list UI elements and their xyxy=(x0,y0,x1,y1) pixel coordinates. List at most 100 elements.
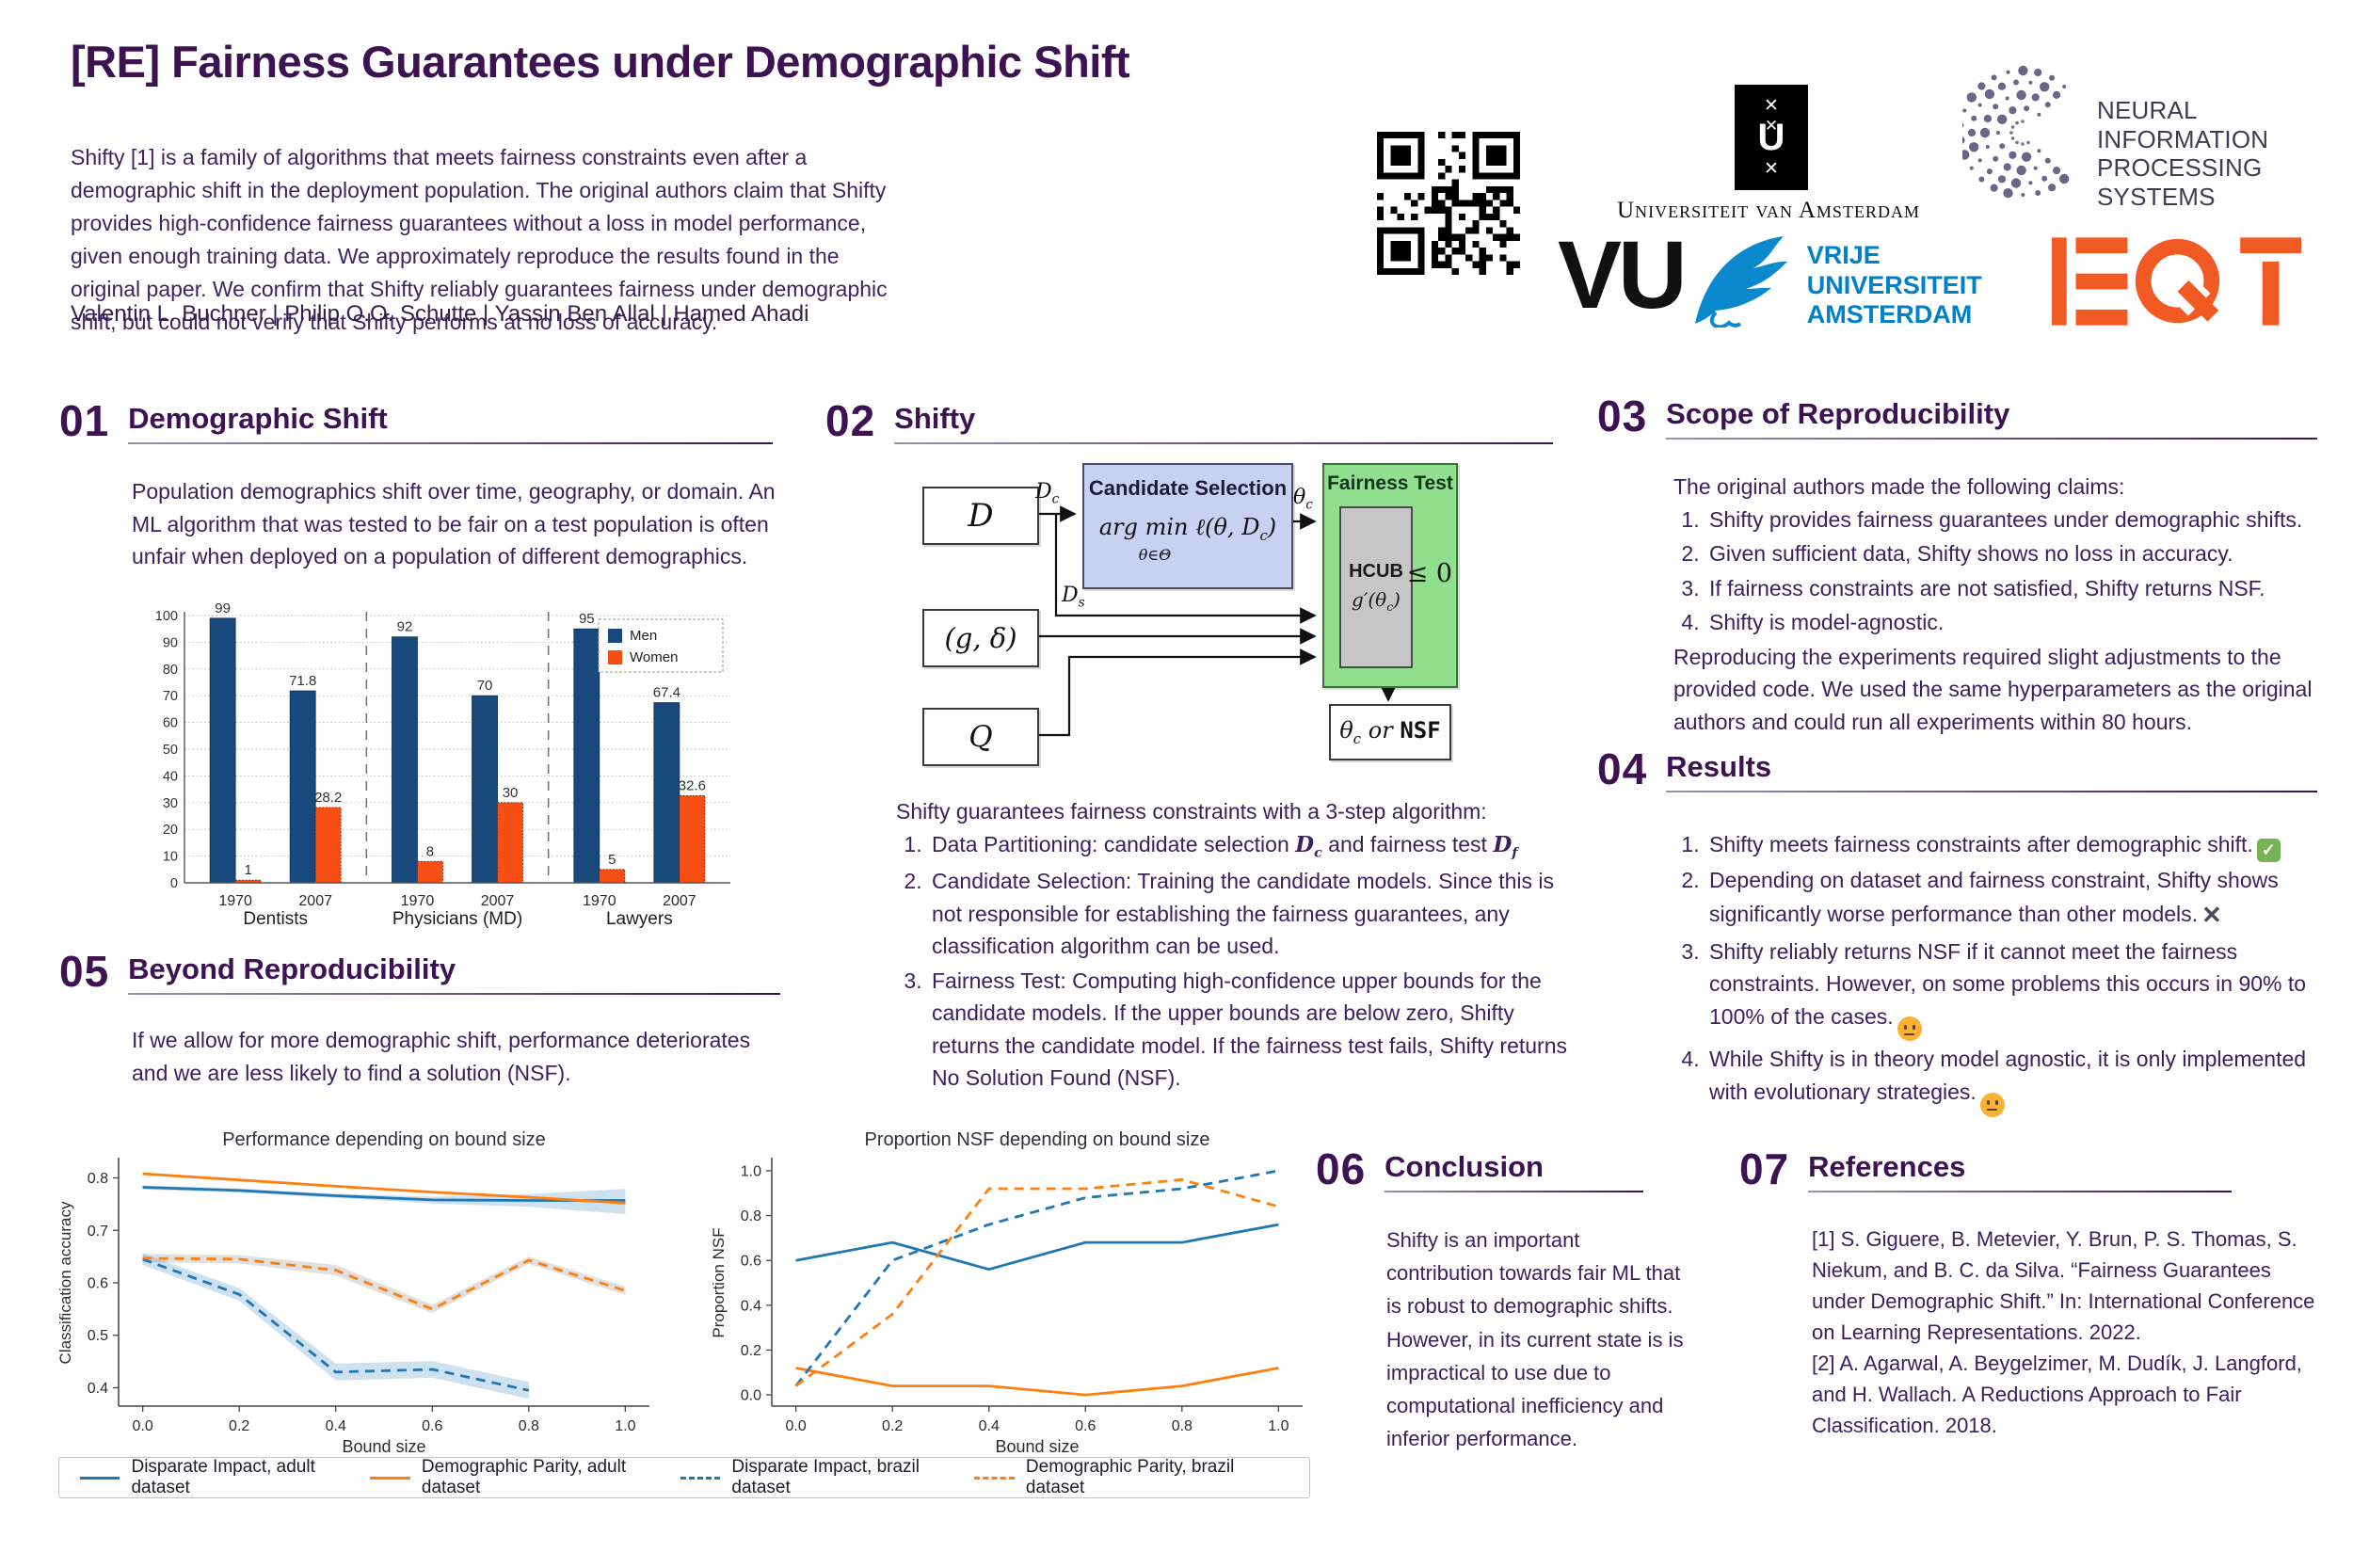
section-title: Results xyxy=(1666,750,1772,783)
neutral-face-icon xyxy=(1897,1016,1922,1042)
svg-text:0.2: 0.2 xyxy=(741,1343,761,1359)
svg-text:70: 70 xyxy=(163,689,178,704)
svg-text:95: 95 xyxy=(579,611,595,627)
shifty-step-1: Data Partitioning: candidate selection D… xyxy=(928,828,1578,864)
section-07-header: 07 References xyxy=(1739,1144,2233,1194)
svg-text:Classification accuracy: Classification accuracy xyxy=(56,1201,74,1364)
authors-line: Valentin L. Buchner | Philip O.O. Schutt… xyxy=(71,301,809,327)
check-icon: ✓ xyxy=(2256,839,2281,862)
svg-text:0.7: 0.7 xyxy=(88,1224,108,1240)
section-rule xyxy=(894,442,1554,444)
section-02-header: 02 Shifty xyxy=(825,395,1554,446)
scope-text: The original authors made the following … xyxy=(1673,471,2328,738)
uva-x-glyph: ✕ xyxy=(1764,159,1779,179)
section-01-header: 01 Demographic Shift xyxy=(59,395,774,446)
proportion-nsf-line-chart: Proportion NSF depending on bound size 0.… xyxy=(710,1129,1303,1456)
poster-title: [RE] Fairness Guarantees under Demograph… xyxy=(71,37,1130,87)
demographic-shift-text: Population demographics shift over time,… xyxy=(132,479,776,568)
legend-marker-solid-blue xyxy=(80,1476,120,1480)
legend-marker-solid-orange xyxy=(370,1476,410,1480)
vu-logo-text: VRIJE UNIVERSITEIT AMSTERDAM xyxy=(1806,241,1982,329)
qr-code-icon xyxy=(1377,132,1520,275)
cross-icon: ✕ xyxy=(2201,900,2222,929)
uva-x-glyph: ✕ xyxy=(1764,96,1779,116)
shifty-steps: Shifty guarantees fairness constraints w… xyxy=(896,795,1578,1096)
reference-2: [2] A. Agarwal, A. Beygelzimer, M. Dudík… xyxy=(1812,1352,2302,1437)
label-dc: Dc xyxy=(1035,480,1060,507)
diagram-input-d: D xyxy=(922,487,1039,545)
section-06-header: 06 Conclusion xyxy=(1316,1144,1644,1194)
result-1: Shifty meets fairness constraints after … xyxy=(1705,828,2332,862)
hcub-box: HCUB g′(θc) xyxy=(1339,506,1413,668)
svg-text:Proportion NSF depending on bo: Proportion NSF depending on bound size xyxy=(865,1129,1210,1150)
legend-item: Disparate Impact, brazil dataset xyxy=(680,1457,974,1498)
section-04-header: 04 Results xyxy=(1597,744,2318,794)
svg-text:60: 60 xyxy=(163,716,178,731)
svg-text:1.0: 1.0 xyxy=(1268,1418,1289,1434)
svg-text:Proportion NSF: Proportion NSF xyxy=(710,1227,728,1337)
neutral-face-icon xyxy=(1979,1092,2005,1117)
svg-text:90: 90 xyxy=(163,635,178,650)
section-number: 04 xyxy=(1597,744,1648,793)
svg-text:20: 20 xyxy=(163,823,178,838)
beyond-reproducibility-text: If we allow for more demographic shift, … xyxy=(132,1028,751,1085)
section-03-header: 03 Scope of Reproducibility xyxy=(1597,391,2318,441)
results-list: Shifty meets fairness constraints after … xyxy=(1673,828,2332,1119)
claim-2: Given sufficient data, Shifty shows no l… xyxy=(1705,537,2328,570)
section-rule xyxy=(1385,1191,1644,1192)
diagram-arrows xyxy=(1035,505,1397,737)
diagram-input-g-delta: (g, δ) xyxy=(922,609,1039,667)
svg-text:2007: 2007 xyxy=(663,893,696,909)
svg-text:0.4: 0.4 xyxy=(741,1298,761,1314)
svg-text:0.4: 0.4 xyxy=(979,1418,1000,1434)
svg-text:1.0: 1.0 xyxy=(615,1418,635,1434)
svg-text:0.8: 0.8 xyxy=(1172,1418,1193,1434)
result-4: While Shifty is in theory model agnostic… xyxy=(1705,1043,2332,1117)
section-title: Conclusion xyxy=(1385,1150,1544,1183)
shifty-flow-diagram: D (g, δ) Q Dc Ds θc Candidate Selection … xyxy=(894,454,1544,783)
svg-text:0.2: 0.2 xyxy=(229,1418,249,1434)
svg-text:Bound size: Bound size xyxy=(342,1437,425,1456)
svg-text:1970: 1970 xyxy=(218,893,252,909)
svg-text:0.5: 0.5 xyxy=(88,1328,108,1344)
section-rule xyxy=(1666,791,2318,792)
uva-x-glyph: ✕ xyxy=(1764,117,1779,135)
section-rule xyxy=(128,993,781,995)
legend-marker-dashed-orange xyxy=(974,1476,1015,1480)
svg-text:1: 1 xyxy=(244,862,251,878)
svg-text:Lawyers: Lawyers xyxy=(606,909,673,929)
svg-text:0.6: 0.6 xyxy=(88,1276,108,1292)
svg-text:50: 50 xyxy=(163,743,178,758)
svg-text:30: 30 xyxy=(163,796,178,811)
svg-text:0.8: 0.8 xyxy=(519,1418,539,1434)
svg-text:40: 40 xyxy=(163,769,178,784)
section-title: Beyond Reproducibility xyxy=(128,952,456,985)
section-number: 02 xyxy=(825,396,876,445)
argmin-subscript: θ∈Θ xyxy=(1138,545,1172,564)
eqt-logo-icon xyxy=(2052,237,2301,326)
abstract-text: Shifty [1] is a family of algorithms tha… xyxy=(71,145,888,334)
svg-text:71.8: 71.8 xyxy=(289,673,316,689)
gender-occupation-bar-chart: 0 10 20 30 40 50 60 70 80 90 100 Dentists 99 1 1970 71.… xyxy=(155,600,730,929)
svg-text:2007: 2007 xyxy=(298,893,332,909)
output-box: θc or NSF xyxy=(1329,704,1451,760)
svg-text:1970: 1970 xyxy=(583,893,616,909)
claims-outro: Reproducing the experiments required sli… xyxy=(1673,644,2313,734)
svg-text:30: 30 xyxy=(503,785,519,801)
svg-text:100: 100 xyxy=(155,609,178,624)
leq-zero-label: ≤ 0 xyxy=(1406,559,1452,588)
shifty-intro: Shifty guarantees fairness constraints w… xyxy=(896,799,1487,824)
vu-letters: VU xyxy=(1558,221,1688,328)
svg-text:32.6: 32.6 xyxy=(679,777,706,793)
svg-text:Women: Women xyxy=(630,649,678,665)
shifty-step-3: Fairness Test: Computing high-confidence… xyxy=(928,965,1578,1095)
svg-text:28.2: 28.2 xyxy=(314,790,342,806)
legend-marker-dashed-blue xyxy=(680,1476,721,1480)
section-number: 05 xyxy=(59,947,110,996)
svg-text:Bound size: Bound size xyxy=(995,1437,1079,1456)
svg-text:0.8: 0.8 xyxy=(741,1208,761,1224)
result-3: Shifty reliably returns NSF if it cannot… xyxy=(1705,936,2332,1042)
g-prime-formula: g′(θc) xyxy=(1352,588,1401,614)
section-number: 07 xyxy=(1739,1144,1790,1193)
